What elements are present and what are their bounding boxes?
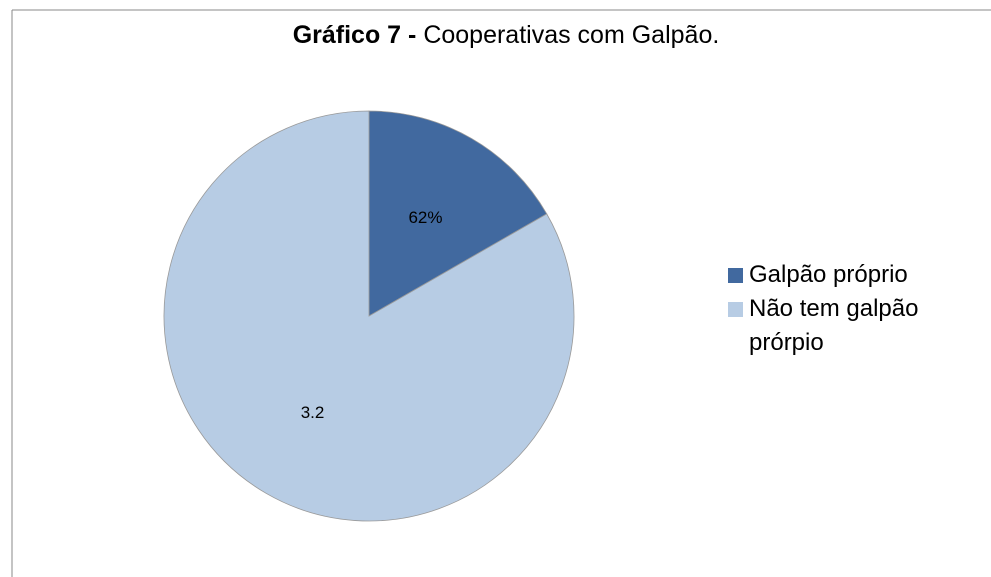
legend-swatch: [728, 268, 743, 283]
legend: Galpão próprio Não tem galpão prórpio: [728, 258, 978, 360]
legend-item: Galpão próprio: [728, 258, 978, 292]
legend-label: Não tem galpão prórpio: [749, 295, 919, 356]
legend-label: Galpão próprio: [749, 261, 908, 288]
pie-slice: [163, 110, 575, 522]
chart-title: Gráfico 7 - Cooperativas com Galpão.: [293, 21, 720, 49]
pie-slice: [368, 110, 548, 317]
data-label: 3.2: [301, 403, 325, 422]
title-text: Cooperativas com Galpão.: [423, 21, 719, 49]
title-prefix: Gráfico 7 -: [293, 21, 417, 49]
data-label: 62%: [408, 208, 442, 227]
legend-swatch: [728, 302, 743, 317]
legend-item: Não tem galpão prórpio: [728, 292, 978, 360]
